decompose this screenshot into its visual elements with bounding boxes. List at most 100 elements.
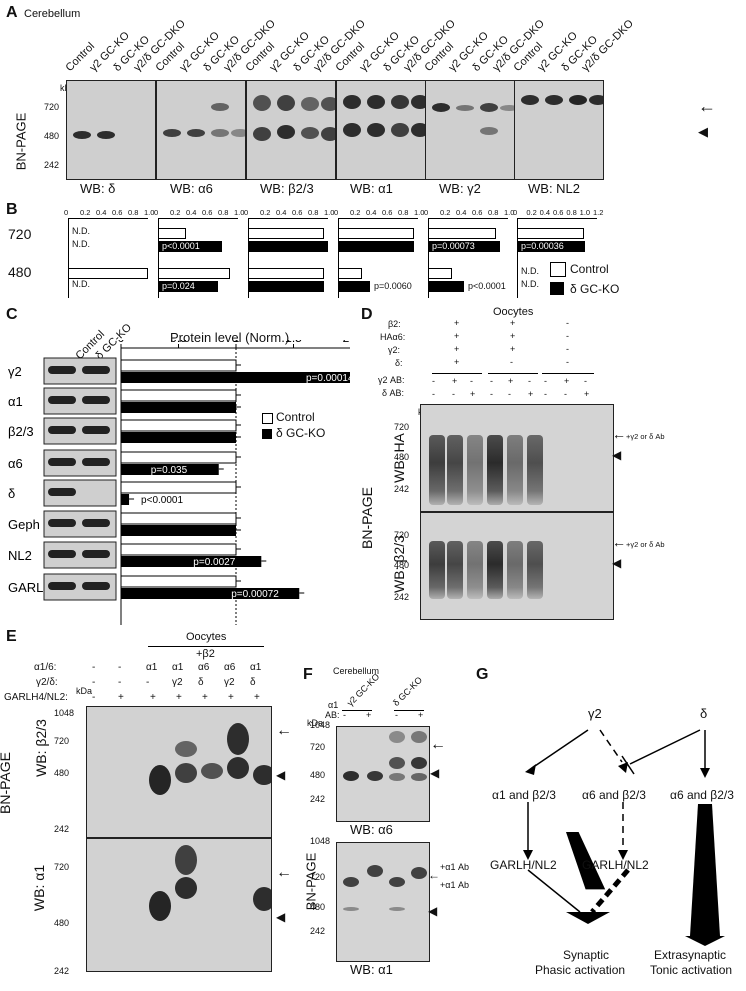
blot-band — [253, 95, 271, 111]
c-bar-control — [120, 359, 237, 372]
b-tick: 1.0 — [144, 208, 155, 217]
node-d: δ — [700, 706, 708, 721]
panel-e-title: Oocytes — [186, 631, 227, 643]
b-nd-label: N.D. — [72, 239, 90, 249]
b-tick: 0.6 — [112, 208, 123, 217]
e-gd: - — [146, 677, 150, 688]
d-cond-sign: + — [454, 331, 460, 341]
b-bar — [68, 268, 148, 279]
b-tick: 0.6 — [382, 208, 393, 217]
d-lane-smear — [447, 435, 463, 505]
e-arrowhead-icon: ◀ — [276, 910, 286, 924]
f-group-rule — [394, 710, 424, 711]
e-marker: 1048 — [54, 708, 75, 718]
b-nd-label: N.D. — [521, 266, 539, 276]
d-arrowhead-icon: ◀ — [612, 448, 622, 462]
outcome-extrasynaptic: Extrasynaptic — [654, 948, 727, 962]
legend-c-control-swatch — [262, 413, 273, 424]
c-bar-control — [120, 512, 237, 525]
f-band — [343, 877, 359, 887]
b-tick: 0.6 — [292, 208, 303, 217]
d-ab-sign: + — [508, 376, 514, 386]
arrow-g2-to-a6 — [599, 729, 623, 763]
blot-band — [432, 103, 450, 112]
d-ab-sign: - — [508, 389, 511, 399]
blot-band — [391, 95, 409, 109]
c-row-label: NL2 — [8, 548, 32, 563]
wedge-extrasynaptic — [690, 804, 720, 936]
e-sign: + — [176, 692, 182, 703]
arrowhead-synaptic — [566, 912, 610, 924]
line-garlh1-to-synaptic — [527, 869, 581, 913]
c-bar-ko — [121, 525, 236, 536]
blot-band — [545, 95, 563, 105]
arrowhead-extrasynaptic — [685, 936, 725, 946]
d-arrow-icon: ← — [612, 534, 626, 550]
b-tick: 1.0 — [504, 208, 515, 217]
d-cond-sign: - — [566, 344, 569, 354]
f-arrowhead-icon: ◀ — [428, 904, 438, 918]
marker-480: 480 — [44, 131, 60, 141]
panel-f-letter: F — [303, 666, 313, 683]
c-bar-control — [120, 575, 237, 588]
f-marker: 1048 — [310, 720, 331, 730]
panel-f-lane-d: δ GC-KO — [390, 674, 425, 708]
arrowhead-icon: ◀ — [698, 124, 708, 139]
d-annot: +γ2 or δ Ab — [626, 540, 665, 549]
arrowhead-d-a6b — [700, 768, 710, 778]
b-axis-x — [338, 218, 418, 219]
c-row-label: γ2 — [8, 364, 22, 379]
e-band — [149, 765, 171, 795]
c-band-ko — [82, 550, 110, 558]
e-arrowhead-icon: ◀ — [276, 768, 286, 782]
d-ab-sign: - — [452, 389, 455, 399]
d-ab-sign: + — [452, 376, 458, 386]
blot-band — [73, 131, 91, 139]
d-row-label: δ AB: — [382, 388, 405, 398]
panel-e-title-rule — [148, 646, 264, 647]
e-arrow-icon: ← — [276, 722, 292, 739]
blot-band — [521, 95, 539, 105]
b-bar — [428, 281, 464, 292]
e-row-label: α1/6: — [34, 662, 57, 673]
f-marker: 720 — [310, 742, 326, 752]
e-band — [227, 757, 249, 779]
d-cond-sign: - — [510, 357, 513, 367]
c-band-control — [48, 582, 76, 590]
b-bar — [517, 228, 584, 239]
d-cond-sign: - — [566, 318, 569, 328]
d-blot — [420, 512, 614, 620]
f-annot: +α1 Ab — [440, 862, 469, 872]
e-band — [175, 741, 197, 757]
d-group-rule — [488, 373, 538, 374]
b-bar — [248, 281, 324, 292]
b-bar — [158, 268, 230, 279]
panel-e-letter: E — [6, 628, 17, 645]
e-band — [201, 763, 223, 779]
node-g2: γ2 — [588, 706, 602, 721]
node-garlh-2: GARLH/NL2 — [582, 858, 649, 872]
d-marker: 242 — [394, 592, 410, 602]
legend-ko: δ GC-KO — [570, 282, 620, 296]
panel-e-blot1-label: WB: β2/3 — [32, 719, 49, 777]
c-bar-control — [120, 451, 237, 464]
f-blot — [336, 842, 430, 962]
d-lane-smear — [527, 541, 543, 599]
node-a1b23: α1 and β2/3 — [492, 788, 556, 802]
blot-band — [253, 127, 271, 141]
b-bar — [338, 268, 362, 279]
c-bar-control — [120, 543, 237, 556]
e-band — [175, 877, 197, 899]
panel-a-region: Cerebellum — [24, 8, 81, 20]
e-marker: 720 — [54, 862, 70, 872]
d-ab-sign: - — [470, 376, 473, 386]
d-lane-smear — [467, 541, 483, 599]
panel-f-region: Cerebellum — [333, 666, 380, 676]
panel-b-row-720: 720 — [8, 226, 32, 242]
c-band-ko — [82, 366, 110, 374]
e-alpha: α1 — [146, 662, 158, 673]
panel-f-kda: kDa — [307, 718, 324, 728]
b-tick: 0.4 — [456, 208, 467, 217]
panel-f-lane-g2: γ2 GC-KO — [344, 671, 382, 708]
b-axis-y — [428, 218, 429, 298]
